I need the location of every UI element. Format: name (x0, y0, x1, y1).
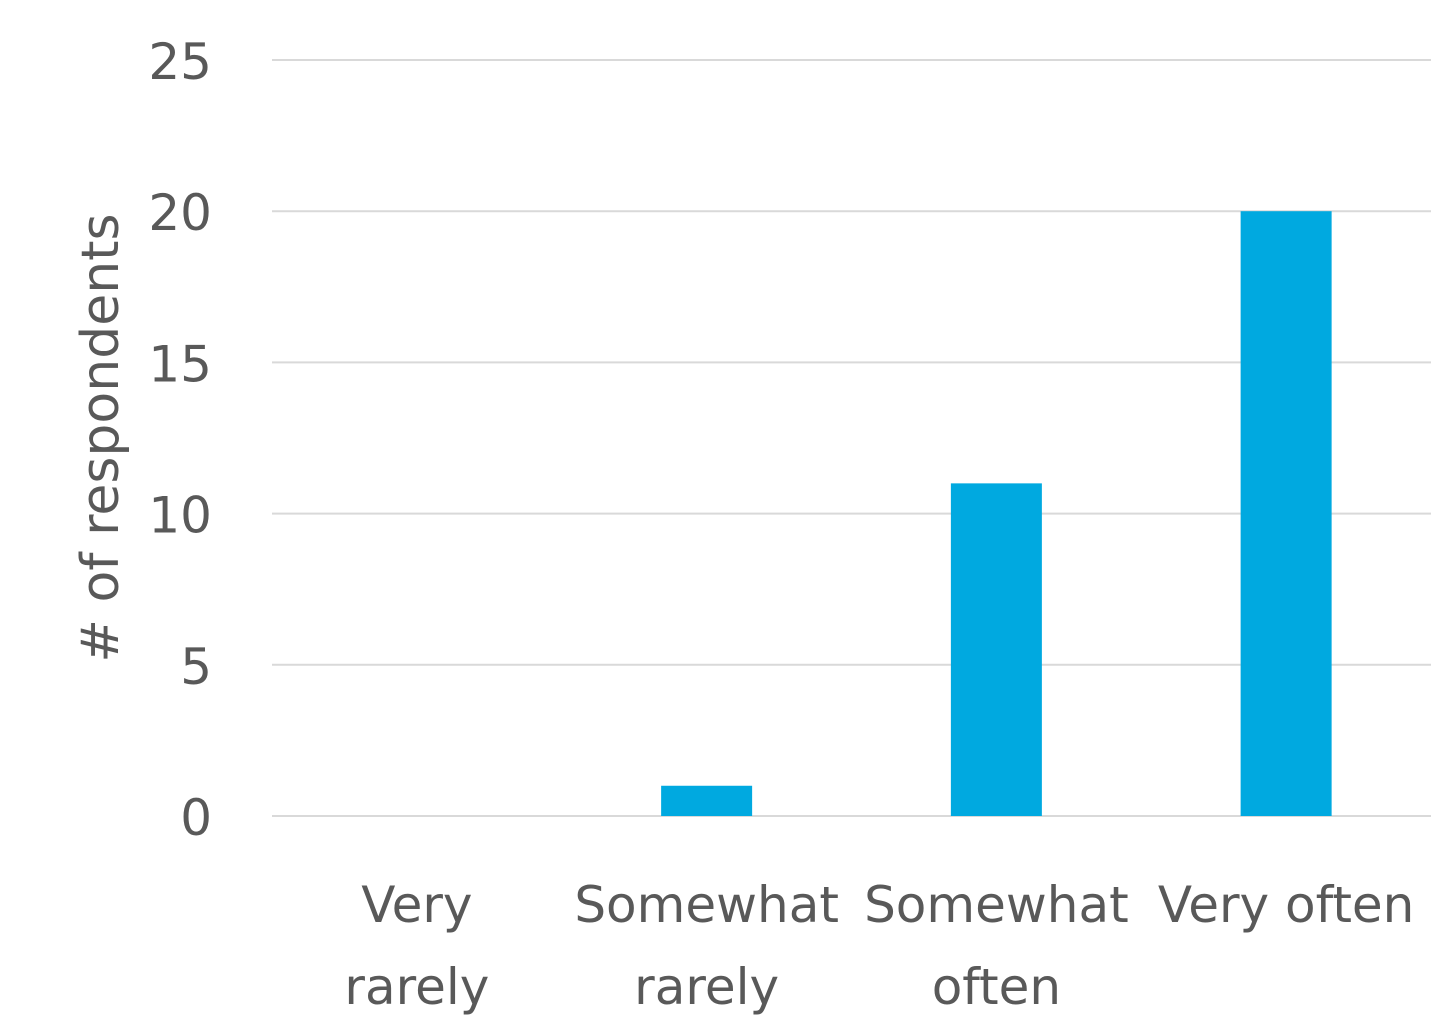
x-tick-label-line: rarely (344, 958, 489, 1016)
bar (1240, 211, 1332, 816)
x-tick-label-line: Very often (1158, 876, 1415, 934)
x-tick-label-line: Somewhat (574, 876, 839, 934)
y-tick-label: 10 (148, 487, 212, 545)
x-tick-label: Somewhat often (864, 876, 1129, 1016)
x-tick-label-line: often (932, 958, 1061, 1016)
bars (661, 211, 1332, 816)
x-tick-label-line: rarely (634, 958, 779, 1016)
y-tick-label: 20 (148, 184, 212, 242)
x-tick-label: Somewhat rarely (574, 876, 839, 1016)
x-tick-label-line: Very (361, 876, 472, 934)
x-axis-ticks: Very rarely Somewhat rarely Somewhat often Ver… (344, 876, 1414, 1016)
y-tick-label: 15 (148, 335, 212, 393)
x-tick-label: Very often (1158, 876, 1415, 934)
y-tick-label: 0 (180, 789, 212, 847)
y-tick-label: 25 (148, 33, 212, 91)
bar (950, 483, 1042, 816)
bar (661, 785, 753, 816)
x-tick-label-line: Somewhat (864, 876, 1129, 934)
gridlines (272, 59, 1431, 817)
y-axis-label: # of respondents (71, 213, 131, 662)
y-axis-ticks: 0 5 10 15 20 25 (148, 33, 212, 847)
y-tick-label: 5 (180, 638, 212, 696)
x-tick-label: Very rarely (344, 876, 489, 1016)
